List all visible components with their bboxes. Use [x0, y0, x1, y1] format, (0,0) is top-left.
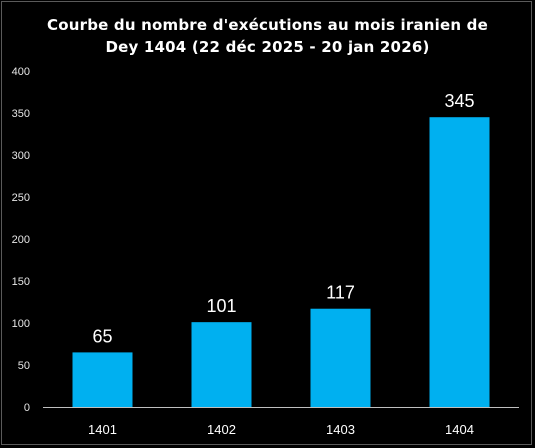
x-tick-label: 1402 — [207, 422, 236, 437]
y-tick-label: 350 — [12, 108, 30, 120]
y-tick-label: 250 — [12, 192, 30, 204]
bar-1402 — [191, 322, 252, 407]
y-tick-label: 300 — [12, 150, 30, 162]
data-label: 117 — [326, 283, 355, 303]
data-label: 65 — [92, 326, 112, 346]
y-tick-label: 400 — [12, 66, 30, 78]
x-tick-label: 1403 — [326, 422, 355, 437]
data-label: 101 — [206, 296, 236, 316]
y-tick-label: 150 — [12, 276, 30, 288]
y-tick-label: 100 — [12, 318, 30, 330]
y-tick-label: 200 — [12, 234, 30, 246]
x-tick-label: 1404 — [445, 422, 474, 437]
y-tick-label: 50 — [18, 360, 30, 372]
y-tick-label: 0 — [24, 402, 30, 414]
bar-1403 — [310, 308, 371, 407]
x-tick-label: 1401 — [88, 422, 117, 437]
chart-title-block: Courbe du nombre d'exécutions au mois ir… — [0, 14, 535, 58]
chart-subtitle: Dey 1404 (22 déc 2025 - 20 jan 2026) — [105, 38, 430, 56]
data-label: 345 — [444, 91, 474, 111]
bar-1404 — [429, 117, 490, 407]
chart-title: Courbe du nombre d'exécutions au mois ir… — [47, 16, 488, 34]
bar-1401 — [72, 352, 133, 407]
